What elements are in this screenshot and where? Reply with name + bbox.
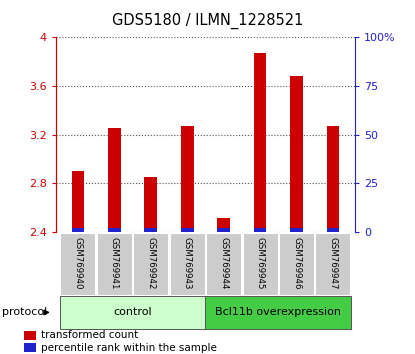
Bar: [327, 126, 339, 232]
Bar: [144, 228, 157, 232]
Bar: [327, 228, 339, 232]
Bar: [217, 228, 230, 232]
Bar: [181, 228, 193, 232]
Bar: [290, 76, 303, 232]
FancyBboxPatch shape: [133, 233, 168, 295]
FancyBboxPatch shape: [61, 233, 95, 295]
Text: GSM769941: GSM769941: [110, 238, 119, 290]
Text: GSM769946: GSM769946: [292, 238, 301, 290]
FancyBboxPatch shape: [279, 233, 314, 295]
Bar: [71, 228, 84, 232]
Bar: [181, 126, 193, 232]
Text: Bcl11b overexpression: Bcl11b overexpression: [215, 307, 341, 318]
Text: GDS5180 / ILMN_1228521: GDS5180 / ILMN_1228521: [112, 12, 303, 29]
Text: GSM769942: GSM769942: [146, 238, 155, 290]
Bar: [24, 343, 36, 352]
Text: percentile rank within the sample: percentile rank within the sample: [42, 343, 217, 353]
Bar: [217, 218, 230, 232]
Text: GSM769945: GSM769945: [256, 238, 265, 290]
Bar: [108, 228, 121, 232]
Bar: [60, 296, 205, 329]
Bar: [254, 228, 266, 232]
Text: protocol: protocol: [2, 307, 47, 318]
Bar: [108, 129, 121, 232]
Bar: [24, 331, 36, 339]
FancyBboxPatch shape: [206, 233, 241, 295]
Text: GSM769944: GSM769944: [219, 238, 228, 290]
FancyBboxPatch shape: [170, 233, 205, 295]
FancyBboxPatch shape: [97, 233, 132, 295]
Bar: [71, 171, 84, 232]
Bar: [144, 177, 157, 232]
FancyBboxPatch shape: [243, 233, 278, 295]
Bar: [290, 228, 303, 232]
Bar: [205, 296, 351, 329]
Text: GSM769943: GSM769943: [183, 238, 192, 290]
Text: transformed count: transformed count: [42, 330, 139, 341]
FancyBboxPatch shape: [315, 233, 350, 295]
Text: GSM769940: GSM769940: [73, 238, 83, 290]
Text: GSM769947: GSM769947: [328, 238, 337, 290]
Bar: [254, 53, 266, 232]
Text: control: control: [113, 307, 152, 318]
